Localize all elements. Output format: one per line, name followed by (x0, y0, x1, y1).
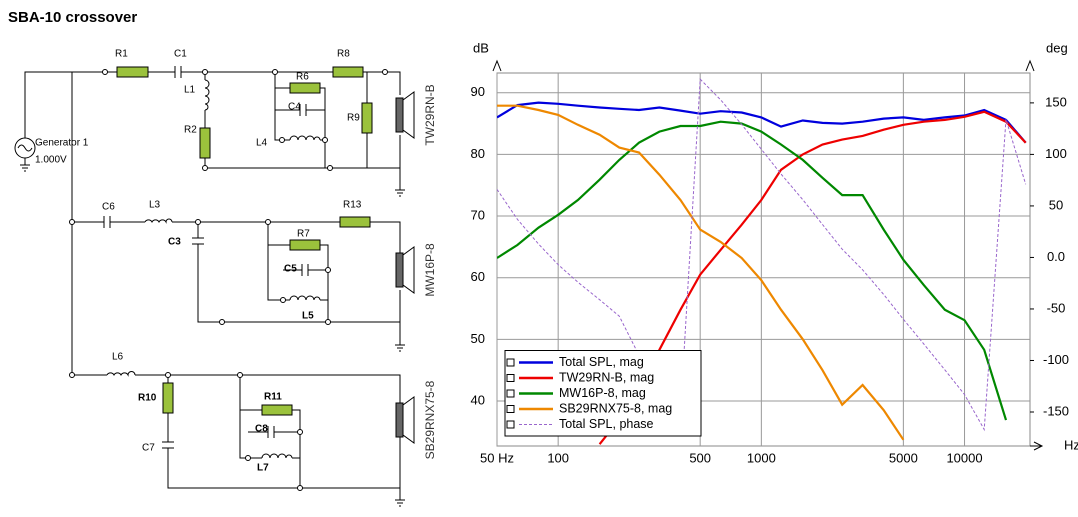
legend-checkbox (506, 405, 515, 413)
y-tick-label: 80 (471, 146, 485, 161)
capacitors (103, 66, 309, 449)
y-tick-label: 60 (471, 269, 485, 284)
y2-tick-label: 50 (1049, 197, 1063, 212)
component-label: C1 (174, 49, 187, 60)
component-label: C8 (255, 424, 268, 435)
resistor (116, 66, 149, 78)
component-label: R6 (296, 72, 309, 83)
legend-checkbox (506, 389, 515, 398)
y2-tick-label: 150 (1045, 94, 1067, 109)
y2-tick-label: -100 (1043, 352, 1069, 367)
resistor (289, 82, 321, 94)
y2-tick-label: 100 (1045, 146, 1067, 161)
chart: 50 Hz 100 500 1000 5000 10000 40 50 60 70 80 90 150 1… (471, 40, 1078, 465)
legend-label: TW29RN-B, mag (559, 370, 654, 384)
component-label: R9 (347, 113, 360, 124)
x-tick-label: 5000 (889, 450, 918, 465)
legend-label: SB29RNX75-8, mag (559, 401, 672, 415)
component-label: L4 (256, 138, 268, 149)
y2-tick-label: -50 (1047, 300, 1066, 315)
driver-label: SB29RNX75-8 (423, 380, 437, 459)
component-label: C5 (284, 264, 297, 275)
y-tick-label: 70 (471, 207, 485, 222)
resistor (361, 102, 373, 134)
y2-tick-label: -150 (1043, 403, 1069, 418)
component-label: L6 (112, 352, 124, 363)
x-tick-label: 10000 (946, 450, 982, 465)
legend-label: MW16P-8, mag (559, 386, 646, 400)
component-label: R1 (115, 49, 128, 60)
inductors (106, 79, 321, 459)
circuit: Generator 1 1.000V R1 C1 L1 R2 R6 C4 L4 … (14, 49, 437, 507)
legend-label: Total SPL, phase (559, 417, 654, 431)
component-label: L7 (257, 463, 269, 474)
component-label: L5 (302, 311, 314, 322)
component-label: R11 (264, 392, 282, 403)
resistor (162, 382, 174, 414)
generator-wave (17, 144, 33, 152)
x-tick-label: 100 (547, 450, 569, 465)
nodes (69, 69, 388, 491)
component-label: R10 (138, 393, 157, 404)
component-label: R8 (337, 49, 350, 60)
y2-axis-label: deg (1046, 40, 1068, 55)
component-label: C3 (168, 237, 181, 248)
y-tick-label: 40 (471, 392, 485, 407)
driver-label: TW29RN-B (423, 84, 437, 145)
x-tick-label: 500 (689, 450, 711, 465)
series-line (497, 101, 1027, 144)
legend-label: Total SPL, mag (559, 355, 644, 369)
generator-name: Generator 1 (35, 138, 89, 149)
series-line (497, 78, 1027, 432)
grounds (20, 164, 405, 507)
y-axis-label: dB (473, 40, 489, 55)
resistor (289, 239, 321, 251)
series-line (497, 120, 1008, 421)
legend-checkbox (506, 358, 515, 367)
x-tick-label: 1000 (747, 450, 776, 465)
component-label: L1 (184, 85, 196, 96)
component-label: R13 (343, 200, 362, 211)
wires (24, 71, 401, 500)
page-title: SBA-10 crossover (8, 9, 137, 26)
resistor (332, 66, 364, 78)
component-label: R7 (297, 229, 310, 240)
generator-voltage: 1.000V (35, 155, 67, 166)
drivers (395, 91, 415, 444)
resistor (261, 404, 293, 416)
resistor (199, 127, 211, 159)
component-label: C6 (102, 202, 115, 213)
component-label: L3 (149, 200, 161, 211)
component-label: R2 (184, 125, 197, 136)
y-tick-label: 50 (471, 331, 485, 346)
y2-tick-label: 0.0 (1047, 249, 1065, 264)
series-line (598, 110, 1027, 445)
x-tick-label: 50 Hz (480, 450, 514, 465)
x-axis-label: Hz (1064, 437, 1078, 452)
legend-checkbox (506, 374, 515, 382)
y-tick-label: 90 (471, 84, 485, 99)
legend-checkbox (506, 420, 515, 429)
resistor (339, 216, 371, 228)
axis-arrows (492, 59, 1044, 451)
series-line (497, 104, 905, 441)
component-label: C4 (288, 102, 301, 113)
component-label: C7 (142, 443, 155, 454)
driver-label: MW16P-8 (423, 243, 437, 297)
